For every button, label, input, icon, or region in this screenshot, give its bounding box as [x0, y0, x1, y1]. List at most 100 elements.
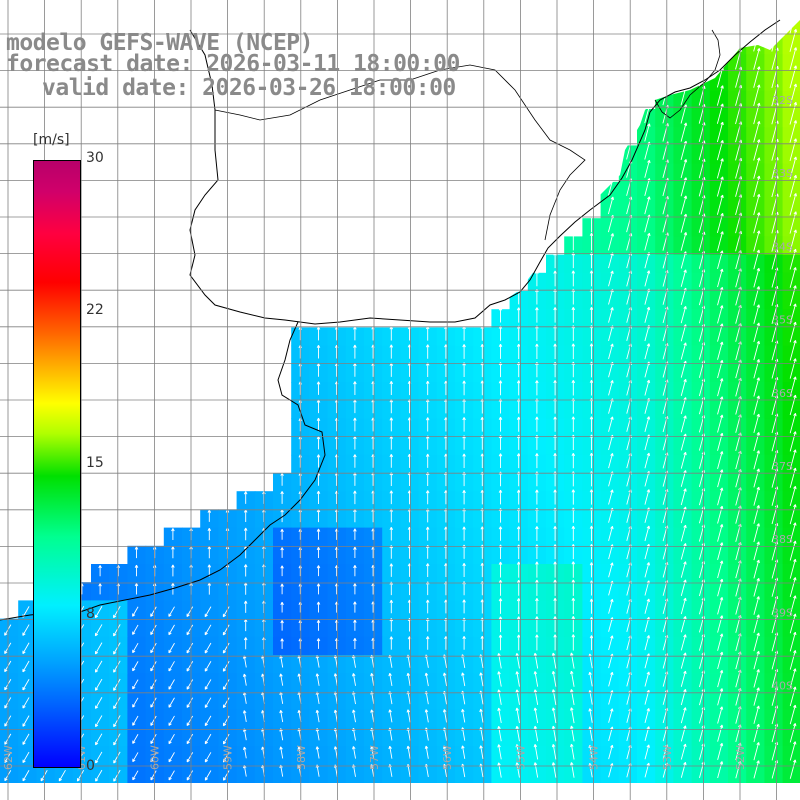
wind-arrow — [717, 341, 724, 360]
wind-arrow — [551, 762, 557, 778]
wind-arrow — [717, 524, 724, 542]
wind-arrow — [789, 631, 797, 652]
wind-arrow — [680, 488, 687, 506]
wind-arrow — [316, 583, 321, 595]
wind-arrow — [204, 642, 212, 654]
wind-arrow — [425, 563, 430, 577]
wind-arrow — [462, 563, 466, 578]
wind-arrow — [462, 453, 466, 468]
wind-arrow — [789, 138, 798, 161]
wind-arrow — [553, 270, 557, 287]
wind-arrow — [353, 454, 357, 468]
wind-arrow — [717, 633, 724, 651]
wind-arrow — [333, 673, 338, 686]
colorbar-tick-15: 15 — [86, 455, 104, 471]
wind-arrow — [425, 453, 430, 468]
wind-arrow — [753, 175, 761, 197]
wind-arrow — [150, 752, 157, 763]
wind-arrow — [243, 637, 248, 650]
wind-arrow — [753, 193, 761, 216]
wind-arrow — [22, 770, 30, 782]
wind-arrow — [535, 561, 539, 578]
wind-arrow — [94, 642, 103, 655]
wind-arrow — [389, 417, 394, 432]
longitude-label: 55W — [514, 745, 527, 770]
wind-arrow — [168, 642, 175, 654]
wind-arrow — [498, 380, 503, 396]
wind-arrow — [222, 642, 230, 654]
wind-arrow — [753, 139, 761, 161]
wind-arrow — [497, 744, 502, 760]
longitude-label: 52W — [734, 745, 747, 770]
wind-arrow — [717, 305, 724, 324]
wind-arrow — [789, 28, 798, 52]
longitude-label: 54W — [588, 745, 601, 770]
wind-arrow — [551, 725, 557, 742]
wind-arrow — [315, 746, 320, 759]
wind-arrow — [680, 232, 688, 251]
wind-arrow — [316, 601, 321, 613]
wind-arrow — [753, 322, 761, 343]
wind-arrow — [717, 469, 724, 488]
wind-arrow — [789, 211, 797, 234]
wind-arrow — [644, 635, 650, 651]
wind-arrow — [753, 559, 760, 579]
longitude-label: 56W — [441, 745, 454, 770]
wind-arrow — [753, 340, 760, 361]
wind-arrow — [242, 710, 247, 723]
wind-arrow — [553, 453, 557, 469]
wind-arrow — [717, 578, 724, 597]
wind-arrow — [789, 358, 797, 379]
wind-arrow — [150, 679, 157, 690]
wind-arrow — [207, 527, 212, 541]
wind-arrow — [789, 229, 797, 252]
wind-arrow — [680, 743, 687, 760]
wind-arrow — [789, 595, 797, 616]
wind-arrow — [388, 672, 393, 687]
wind-arrow — [551, 670, 557, 687]
wind-arrow — [717, 487, 724, 506]
wind-arrow — [680, 634, 687, 651]
wind-arrow — [280, 565, 284, 577]
wind-arrow — [753, 230, 761, 252]
wind-arrow — [535, 380, 539, 396]
wind-arrow — [571, 233, 576, 251]
wind-arrow — [279, 673, 284, 686]
wind-arrow — [644, 598, 650, 614]
wind-arrow — [789, 686, 797, 707]
wind-arrow — [204, 770, 212, 781]
latitude-label: 37S — [772, 460, 793, 473]
wind-arrow — [243, 491, 248, 504]
wind-arrow — [353, 490, 357, 505]
wind-arrow — [370, 673, 375, 686]
wind-arrow — [571, 270, 576, 287]
wind-arrow — [333, 746, 338, 759]
wind-arrow — [171, 528, 175, 541]
wind-arrow — [571, 489, 576, 505]
wind-arrow — [168, 733, 175, 745]
wind-arrow — [94, 605, 103, 619]
wind-arrow — [589, 416, 594, 432]
wind-arrow — [280, 491, 284, 504]
wind-arrow — [753, 504, 760, 524]
wind-arrow — [279, 746, 284, 759]
wind-arrow — [608, 453, 614, 469]
wind-arrow — [717, 505, 724, 524]
wind-arrow — [442, 672, 448, 687]
wind-arrow — [516, 380, 521, 396]
wind-arrow — [113, 697, 121, 710]
wind-arrow — [789, 650, 797, 670]
wind-arrow — [389, 599, 394, 614]
wind-arrow — [589, 562, 594, 578]
wind-arrow — [644, 489, 651, 505]
wind-arrow — [497, 726, 502, 742]
wind-arrow — [789, 321, 797, 343]
wind-arrow — [789, 340, 797, 361]
wind-arrow — [113, 733, 121, 746]
wind-arrow — [607, 233, 614, 251]
wind-arrow — [553, 561, 557, 578]
wind-arrow — [789, 376, 797, 397]
wind-arrow — [753, 212, 761, 234]
wind-arrow — [789, 485, 797, 507]
